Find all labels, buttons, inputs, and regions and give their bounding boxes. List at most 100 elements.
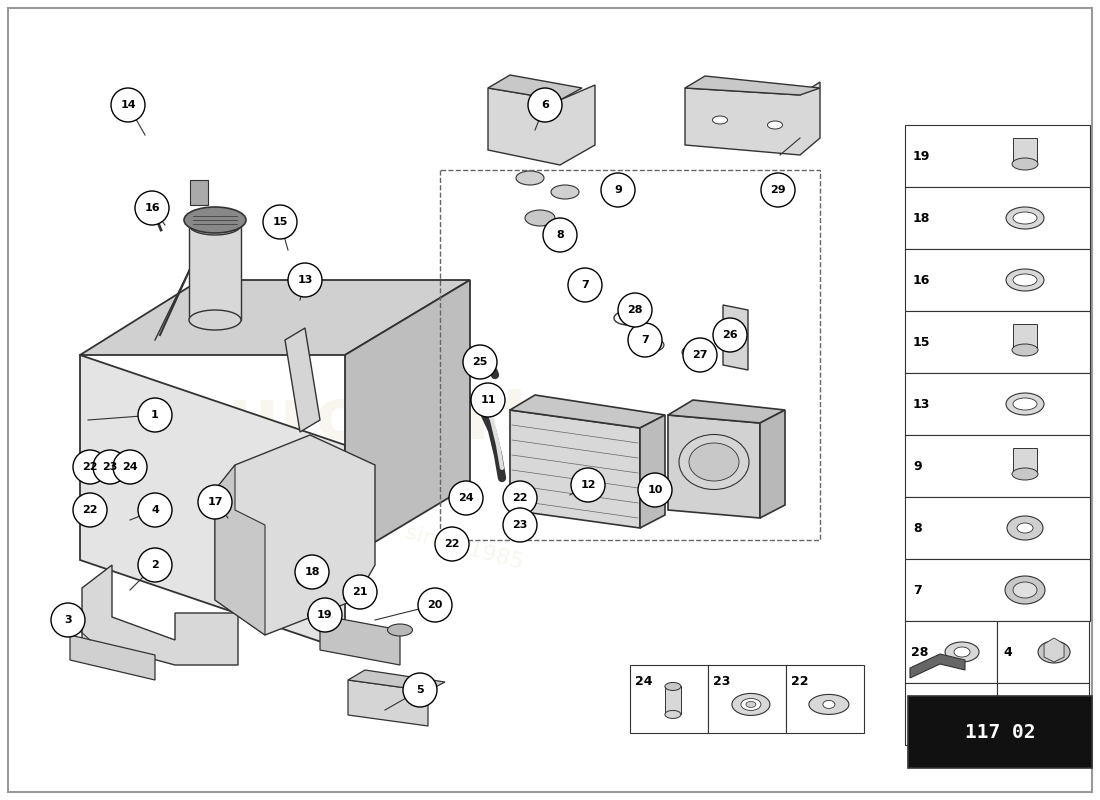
Polygon shape bbox=[214, 435, 375, 635]
Polygon shape bbox=[320, 615, 400, 665]
Bar bbox=[905, 559, 1090, 621]
Circle shape bbox=[138, 548, 172, 582]
Circle shape bbox=[295, 555, 329, 589]
Circle shape bbox=[434, 527, 469, 561]
Bar bbox=[905, 187, 1090, 249]
Ellipse shape bbox=[664, 682, 681, 690]
Text: europarts: europarts bbox=[180, 386, 580, 454]
Bar bbox=[1013, 448, 1037, 474]
Text: 11: 11 bbox=[481, 395, 496, 405]
Ellipse shape bbox=[823, 701, 835, 709]
Ellipse shape bbox=[1013, 212, 1037, 224]
Circle shape bbox=[51, 603, 85, 637]
Polygon shape bbox=[760, 410, 785, 518]
Text: 7: 7 bbox=[641, 335, 649, 345]
Text: 21: 21 bbox=[352, 587, 367, 597]
Circle shape bbox=[628, 323, 662, 357]
Ellipse shape bbox=[297, 573, 327, 587]
Bar bbox=[905, 621, 997, 683]
Circle shape bbox=[683, 338, 717, 372]
Ellipse shape bbox=[689, 443, 739, 481]
Text: 14: 14 bbox=[120, 100, 135, 110]
Bar bbox=[905, 373, 1090, 435]
Bar bbox=[905, 497, 1090, 559]
Text: 23: 23 bbox=[102, 462, 118, 472]
Circle shape bbox=[111, 88, 145, 122]
Circle shape bbox=[73, 450, 107, 484]
Text: 9: 9 bbox=[913, 459, 922, 473]
Ellipse shape bbox=[1013, 274, 1037, 286]
Ellipse shape bbox=[1038, 641, 1070, 663]
Ellipse shape bbox=[1046, 721, 1062, 731]
Circle shape bbox=[198, 485, 232, 519]
Polygon shape bbox=[189, 225, 241, 320]
Polygon shape bbox=[345, 280, 470, 560]
Circle shape bbox=[528, 88, 562, 122]
Ellipse shape bbox=[308, 609, 332, 621]
Ellipse shape bbox=[1006, 516, 1043, 540]
Ellipse shape bbox=[679, 434, 749, 490]
Text: 24: 24 bbox=[459, 493, 474, 503]
Polygon shape bbox=[80, 280, 470, 355]
Text: 18: 18 bbox=[305, 567, 320, 577]
Circle shape bbox=[418, 588, 452, 622]
Text: 22: 22 bbox=[513, 493, 528, 503]
Text: a passion for parts since 1985: a passion for parts since 1985 bbox=[195, 466, 526, 574]
Text: 28: 28 bbox=[627, 305, 642, 315]
Text: 1: 1 bbox=[151, 410, 158, 420]
Ellipse shape bbox=[1005, 576, 1045, 604]
Bar bbox=[905, 311, 1090, 373]
Text: 20: 20 bbox=[427, 600, 442, 610]
Bar bbox=[908, 696, 1092, 768]
Circle shape bbox=[135, 191, 169, 225]
Bar bbox=[1013, 324, 1037, 350]
Text: 22: 22 bbox=[444, 539, 460, 549]
Polygon shape bbox=[640, 415, 666, 528]
Text: 16: 16 bbox=[144, 203, 159, 213]
Text: 4: 4 bbox=[1003, 646, 1012, 658]
Ellipse shape bbox=[746, 702, 756, 707]
Text: 8: 8 bbox=[913, 522, 922, 534]
Ellipse shape bbox=[954, 647, 970, 657]
Circle shape bbox=[288, 263, 322, 297]
Text: 28: 28 bbox=[911, 646, 928, 658]
Ellipse shape bbox=[620, 314, 636, 322]
Bar bbox=[1013, 138, 1037, 164]
Bar bbox=[708, 665, 786, 733]
Ellipse shape bbox=[387, 624, 412, 636]
Circle shape bbox=[601, 173, 635, 207]
Polygon shape bbox=[685, 82, 820, 155]
Circle shape bbox=[73, 493, 107, 527]
Circle shape bbox=[113, 450, 147, 484]
Text: 26: 26 bbox=[723, 330, 738, 340]
Text: 13: 13 bbox=[913, 398, 931, 410]
Text: 10: 10 bbox=[647, 485, 662, 495]
Text: 2: 2 bbox=[151, 560, 158, 570]
Circle shape bbox=[463, 345, 497, 379]
Polygon shape bbox=[685, 76, 820, 95]
Circle shape bbox=[568, 268, 602, 302]
Text: 2: 2 bbox=[1003, 707, 1012, 721]
Ellipse shape bbox=[1013, 582, 1037, 598]
Circle shape bbox=[761, 173, 795, 207]
Ellipse shape bbox=[1012, 468, 1038, 480]
Ellipse shape bbox=[184, 207, 246, 233]
Text: 24: 24 bbox=[122, 462, 138, 472]
Polygon shape bbox=[1044, 638, 1064, 662]
Text: 19: 19 bbox=[317, 610, 333, 620]
Bar bbox=[1049, 698, 1059, 726]
Polygon shape bbox=[348, 670, 446, 691]
Ellipse shape bbox=[768, 121, 782, 129]
Text: 17: 17 bbox=[207, 497, 222, 507]
Circle shape bbox=[571, 468, 605, 502]
Circle shape bbox=[343, 575, 377, 609]
Bar bbox=[997, 683, 1089, 745]
Ellipse shape bbox=[732, 694, 770, 715]
Text: 25: 25 bbox=[472, 357, 487, 367]
Circle shape bbox=[503, 508, 537, 542]
Circle shape bbox=[138, 493, 172, 527]
Circle shape bbox=[638, 473, 672, 507]
Polygon shape bbox=[488, 85, 595, 165]
Text: 16: 16 bbox=[913, 274, 931, 286]
Text: 29: 29 bbox=[770, 185, 785, 195]
